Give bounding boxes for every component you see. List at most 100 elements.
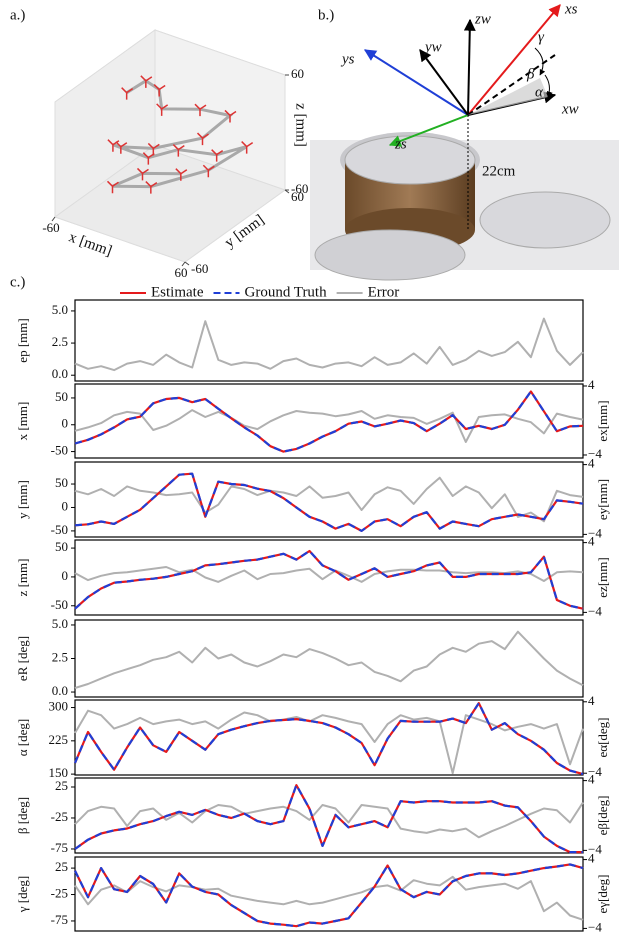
y-tick-label: 50 (55, 475, 68, 490)
y2-axis-label: ex[mm] (595, 400, 610, 441)
angle-name: α (535, 84, 544, 100)
y-tick (184, 261, 190, 266)
x-tick (51, 216, 56, 222)
y-tick-label: 225 (49, 732, 69, 747)
y2-tick-label: −4 (588, 764, 602, 779)
x-tick-label: -60 (42, 220, 59, 235)
axis-name: xs (564, 1, 578, 17)
series-line (74, 630, 584, 689)
pose-marker (196, 132, 209, 146)
y-tick-label: -50 (51, 522, 68, 537)
y-tick-label: -50 (51, 597, 68, 612)
y2-axis-label: ez[mm] (595, 557, 610, 597)
z-tick-label: 60 (291, 66, 304, 81)
y2-tick-label: 4 (588, 693, 595, 708)
y-tick-label: 50 (55, 539, 68, 554)
diagram-labels: xs ys zw yw xw zs α β γ (340, 1, 579, 152)
axis-name: yw (423, 39, 442, 55)
pose-marker (142, 152, 155, 165)
axis-name: zs (394, 136, 407, 152)
axis-name: zw (474, 11, 491, 27)
y-tick-label: 0.0 (52, 683, 68, 698)
pose-marker (241, 141, 254, 154)
y2-axis-label: ey[mm] (595, 479, 610, 520)
plot-frame (74, 461, 584, 538)
series-line (74, 875, 584, 921)
y-axis-label: y [mm] (15, 480, 30, 519)
y2-tick-label: −4 (588, 841, 602, 856)
series-line (74, 566, 584, 583)
y-axis-label: x [mm] (15, 402, 30, 441)
y2-tick-label: 4 (588, 534, 595, 549)
series-line (74, 549, 584, 610)
y-tick-label: -50 (51, 443, 68, 458)
series-line (74, 784, 583, 854)
y2-axis-label: eα[deg] (595, 717, 610, 757)
diagram-shapes (310, 4, 619, 281)
pose-marker (106, 180, 119, 194)
y2-tick-label: −4 (588, 446, 602, 461)
series-line (74, 472, 584, 532)
z-axis-label: z [mm] (293, 103, 309, 147)
axis-name: ys (340, 51, 355, 67)
x-tick (181, 261, 186, 267)
plot-frame (74, 383, 584, 459)
legend-label: Ground Truth (245, 284, 328, 300)
y-axis-label: ep [mm] (15, 318, 30, 362)
series-line (74, 863, 584, 928)
y2-tick-label: 4 (588, 456, 595, 471)
y-tick-label: 60 (291, 189, 304, 204)
series-line (74, 476, 584, 523)
legend-label: Error (368, 284, 400, 300)
pose-marker (107, 139, 120, 152)
y-tick-label: 5.0 (52, 302, 68, 317)
pose-marker (136, 167, 149, 181)
pose-marker (140, 75, 153, 88)
series-line (74, 317, 584, 372)
y-tick-label: -25 (51, 809, 68, 824)
y-tick-label: -60 (191, 261, 208, 276)
x-tick-label: 60 (175, 265, 188, 280)
y-tick-label: 25 (55, 859, 68, 874)
series-line (74, 409, 584, 443)
legend-label: Estimate (151, 284, 204, 300)
y-axis-label: eR [deg] (15, 636, 30, 681)
y2-axis-label: eγ[deg] (595, 875, 610, 914)
y-axis-label: z [mm] (15, 559, 30, 597)
plot-frame (74, 856, 584, 932)
panel-label: a.) (10, 7, 25, 23)
pose-marker (202, 164, 215, 178)
y-tick-label: 0 (62, 416, 69, 431)
y-tick-label: 300 (49, 699, 69, 714)
pose-marker (224, 109, 237, 123)
pose-marker (156, 103, 169, 116)
y-tick-label: 0 (62, 498, 69, 513)
pose-marker (175, 168, 188, 181)
y-tick-label: 150 (49, 765, 69, 780)
pose-marker (172, 144, 185, 157)
y-tick-label: -25 (51, 886, 68, 901)
y-tick-label: 0 (62, 568, 69, 583)
y2-axis-label: eβ[deg] (595, 796, 610, 836)
y-tick-label: 5.0 (52, 616, 68, 631)
series-line (74, 390, 584, 453)
legend: Estimate Ground Truth Error (120, 284, 399, 300)
series-line (73, 702, 584, 776)
panel-label: c.) (10, 274, 25, 290)
y-tick-label: 25 (55, 778, 68, 793)
pose-marker (153, 84, 166, 97)
angle-name: β (526, 66, 535, 82)
y2-tick-label: 4 (588, 851, 595, 866)
pose-marker (194, 103, 207, 117)
z-tick-label: -60 (291, 181, 308, 196)
series-line (74, 784, 583, 854)
y2-tick-label: 4 (588, 377, 595, 392)
y2-tick-label: 4 (588, 772, 595, 787)
y-tick-label: 2.5 (52, 649, 68, 664)
panel-label: b.) (318, 7, 334, 23)
pose-marker (121, 87, 134, 100)
height-label: 22cm (482, 163, 516, 179)
y-axis-label: α [deg] (15, 719, 30, 757)
y-tick-label: 50 (55, 389, 68, 404)
